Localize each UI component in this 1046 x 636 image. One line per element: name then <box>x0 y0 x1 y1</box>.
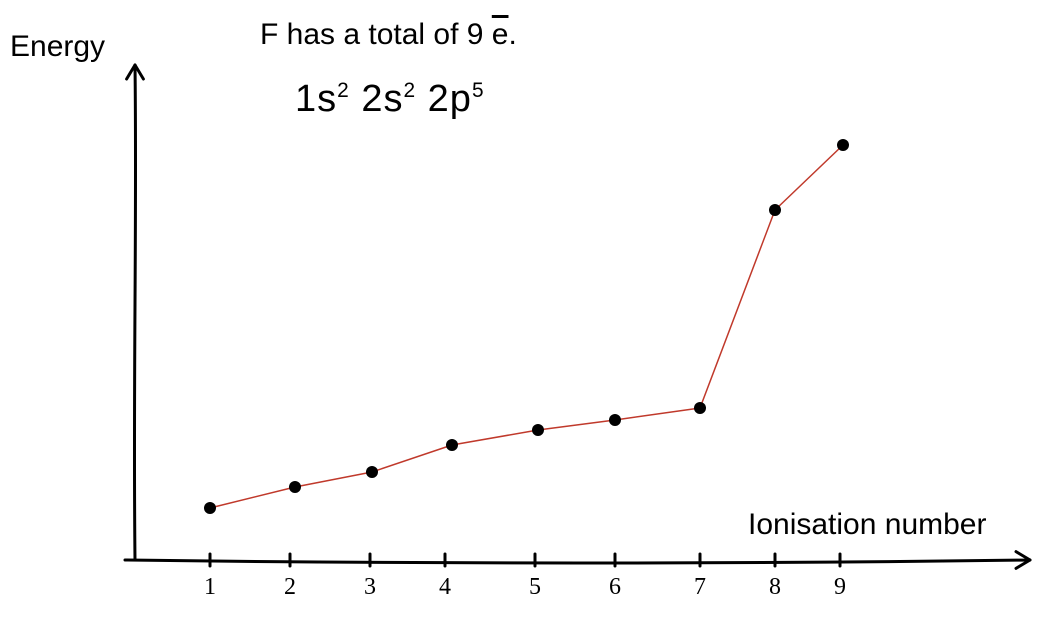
data-point <box>289 481 301 493</box>
config-shell-1: 1s <box>295 78 337 120</box>
data-point <box>694 402 706 414</box>
x-tick-label: 9 <box>834 574 846 600</box>
data-point <box>769 204 781 216</box>
headline: F has a total of 9 e. <box>260 18 517 52</box>
electron-symbol: e <box>492 18 509 51</box>
electron-config: 1s2 2s2 2p5 <box>295 78 485 121</box>
x-tick-label: 2 <box>284 574 296 600</box>
x-tick-label: 7 <box>694 574 706 600</box>
chart-stage: Energy F has a total of 9 e. 1s2 2s2 2p5… <box>0 0 1046 636</box>
headline-prefix: F has a total of 9 <box>260 18 492 51</box>
config-shell-2: 2s <box>361 78 403 120</box>
x-tick-label: 3 <box>364 574 376 600</box>
y-axis <box>134 65 135 560</box>
x-axis-label: Ionisation number <box>748 508 986 542</box>
config-term-2: 2s2 <box>361 78 427 120</box>
data-point <box>446 439 458 451</box>
data-point <box>609 414 621 426</box>
x-axis <box>125 560 1030 563</box>
config-exp-3: 5 <box>472 79 485 102</box>
data-point <box>204 502 216 514</box>
x-tick-label: 4 <box>439 574 451 600</box>
headline-suffix: . <box>508 18 516 51</box>
x-tick-label: 6 <box>609 574 621 600</box>
x-tick-label: 1 <box>204 574 216 600</box>
config-term-1: 1s2 <box>295 78 361 120</box>
config-exp-1: 2 <box>337 79 350 102</box>
x-tick-label: 8 <box>769 574 781 600</box>
x-tick-label: 5 <box>529 574 541 600</box>
config-exp-2: 2 <box>403 79 416 102</box>
config-shell-3: 2p <box>428 78 472 120</box>
series-line <box>210 145 843 508</box>
data-point <box>532 424 544 436</box>
y-axis-label: Energy <box>10 30 105 64</box>
data-point <box>837 139 849 151</box>
config-term-3: 2p5 <box>428 78 485 120</box>
data-point <box>366 466 378 478</box>
